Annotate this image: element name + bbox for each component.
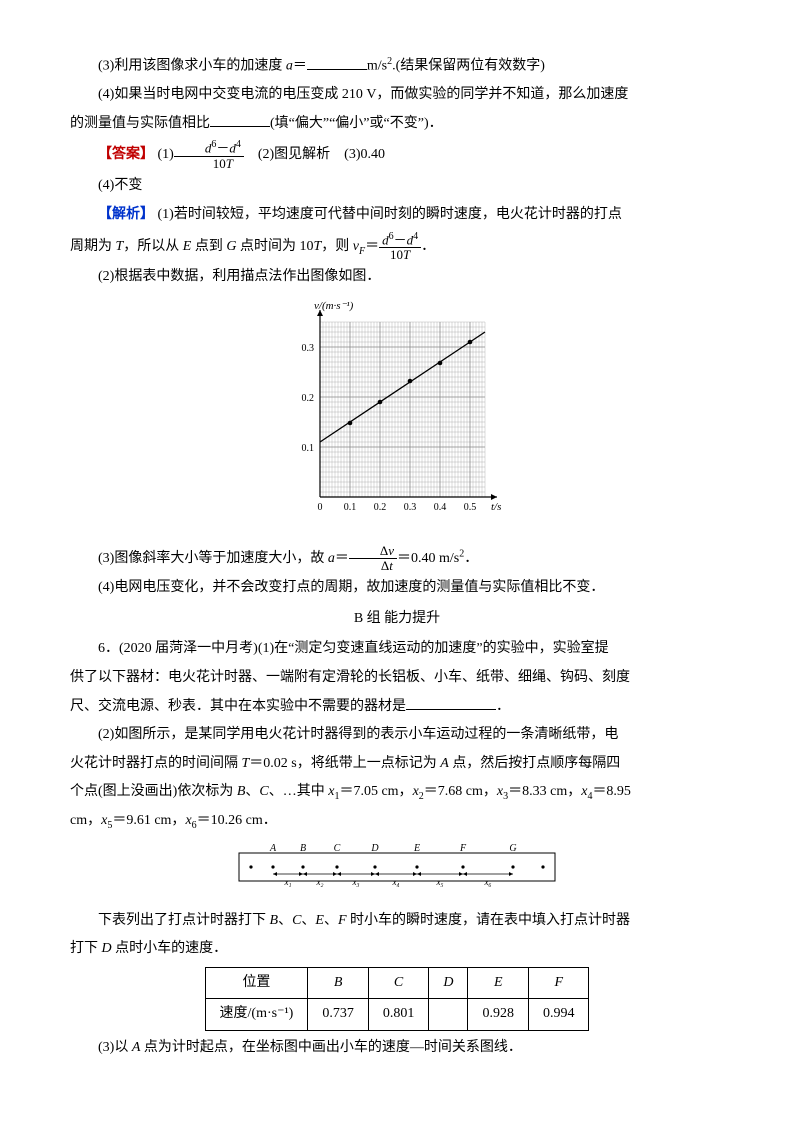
row-label: 速度/(m·s⁻¹) xyxy=(205,999,308,1031)
tape-diagram: A B C D E F Gx₁ x₂ x₃ x₄ x₅ x₆ xyxy=(70,841,724,902)
svg-text:0.1: 0.1 xyxy=(344,502,357,513)
svg-text:x₆: x₆ xyxy=(483,877,491,887)
cell-D xyxy=(429,999,468,1031)
answer-line2: (4)不变 xyxy=(70,173,724,200)
q6-p2a: (2)如图所示，是某同学用电火花计时器得到的表示小车运动过程的一条清晰纸带，电 xyxy=(70,722,724,749)
explain-label: 【解析】 xyxy=(98,207,154,222)
svg-text:A: A xyxy=(269,843,277,854)
svg-text:E: E xyxy=(413,843,420,854)
question-3: (3)利用该图像求小车的加速度 a＝m/s2.(结果保留两位有效数字) xyxy=(70,52,724,80)
answer-fraction: d6－d410T xyxy=(174,139,244,171)
answer-line1: 【答案】 (1)d6－d410T (2)图见解析 (3)0.40 xyxy=(70,139,724,171)
svg-text:x₄: x₄ xyxy=(391,877,399,887)
blank-accel xyxy=(307,55,367,70)
q6-p1c: 尺、交流电源、秒表．其中在本实验中不需要的器材是． xyxy=(70,694,724,721)
svg-text:F: F xyxy=(459,843,467,854)
svg-text:0.2: 0.2 xyxy=(374,502,387,513)
col-label: 位置 xyxy=(205,967,308,999)
q3-text: (3)利用该图像求小车的加速度 xyxy=(98,59,286,74)
col-D: D xyxy=(429,967,468,999)
col-E: E xyxy=(468,967,529,999)
cell-F: 0.994 xyxy=(528,999,589,1031)
q6-p2b: 火花计时器打点的时间间隔 T＝0.02 s，将纸带上一点标记为 A 点，然后按打… xyxy=(70,751,724,778)
q6-p3b: 打下 D 点时小车的速度． xyxy=(70,936,724,963)
col-B: B xyxy=(308,967,369,999)
svg-text:C: C xyxy=(334,843,341,854)
svg-text:x₅: x₅ xyxy=(435,877,443,887)
svg-text:0.4: 0.4 xyxy=(434,502,447,513)
explain-p2: (2)根据表中数据，利用描点法作出图像如图． xyxy=(70,264,724,291)
blank-compare xyxy=(210,112,270,127)
col-C: C xyxy=(368,967,429,999)
section-b-title: B 组 能力提升 xyxy=(70,606,724,633)
svg-text:x₃: x₃ xyxy=(351,877,359,887)
svg-text:0: 0 xyxy=(318,502,323,513)
cell-B: 0.737 xyxy=(308,999,369,1031)
q6-p1b: 供了以下器材：电火花计时器、一端附有定滑轮的长铝板、小车、纸带、细绳、钩码、刻度 xyxy=(70,665,724,692)
q6-p4: (3)以 A 点为计时起点，在坐标图中画出小车的速度—时间关系图线． xyxy=(70,1035,724,1062)
q6-p2c: 个点(图上没画出)依次标为 B、C、…其中 x1＝7.05 cm，x2＝7.68… xyxy=(70,779,724,806)
question-4-line1: (4)如果当时电网中交变电流的电压变成 210 V，而做实验的同学并不知道，那么… xyxy=(70,82,724,109)
svg-text:x₂: x₂ xyxy=(315,877,323,887)
velocity-time-chart: v/(m·s⁻¹) t/s 0 0.1 0.2 0.3 0.4 0.5 0.1 0.2 0.3 xyxy=(70,297,724,538)
velocity-table: 位置 B C D E F 速度/(m·s⁻¹) 0.737 0.801 0.92… xyxy=(205,967,590,1031)
svg-text:x₁: x₁ xyxy=(283,877,291,887)
answer-label: 【答案】 xyxy=(98,148,154,163)
col-F: F xyxy=(528,967,589,999)
q6-p3a: 下表列出了打点计时器打下 B、C、E、F 时小车的瞬时速度，请在表中填入打点计时… xyxy=(70,908,724,935)
table-data-row: 速度/(m·s⁻¹) 0.737 0.801 0.928 0.994 xyxy=(205,999,589,1031)
slope-fraction: ΔvΔt xyxy=(349,544,397,574)
svg-text:G: G xyxy=(509,843,516,854)
svg-text:v/(m·s⁻¹): v/(m·s⁻¹) xyxy=(314,300,354,312)
svg-text:0.3: 0.3 xyxy=(302,343,315,354)
cell-C: 0.801 xyxy=(368,999,429,1031)
explain-fraction: d6－d410T xyxy=(379,231,421,263)
explain-p1b: 周期为 T，所以从 E 点到 G 点时间为 10T，则 vF＝d6－d410T． xyxy=(70,231,724,263)
svg-text:0.5: 0.5 xyxy=(464,502,477,513)
explain-p4: (4)电网电压变化，并不会改变打点的周期，故加速度的测量值与实际值相比不变． xyxy=(70,575,724,602)
q6-p2d: cm，x5＝9.61 cm，x6＝10.26 cm． xyxy=(70,808,724,835)
blank-equipment xyxy=(406,695,496,710)
explain-p3: (3)图像斜率大小等于加速度大小，故 a＝ΔvΔt＝0.40 m/s2． xyxy=(70,544,724,574)
var-a: a xyxy=(286,59,293,74)
svg-text:t/s: t/s xyxy=(491,501,501,513)
svg-text:0.2: 0.2 xyxy=(302,393,315,404)
q6-p1a: 6．(2020 届菏泽一中月考)(1)在“测定匀变速直线运动的加速度”的实验中，… xyxy=(70,636,724,663)
svg-text:0.3: 0.3 xyxy=(404,502,417,513)
question-4-line2: 的测量值与实际值相比(填“偏大”“偏小”或“不变”)． xyxy=(70,111,724,138)
explain-p1a: 【解析】 (1)若时间较短，平均速度可代替中间时刻的瞬时速度，电火花计时器的打点 xyxy=(70,202,724,229)
table-header-row: 位置 B C D E F xyxy=(205,967,589,999)
cell-E: 0.928 xyxy=(468,999,529,1031)
svg-text:D: D xyxy=(370,843,379,854)
svg-text:B: B xyxy=(300,843,306,854)
svg-text:0.1: 0.1 xyxy=(302,443,315,454)
